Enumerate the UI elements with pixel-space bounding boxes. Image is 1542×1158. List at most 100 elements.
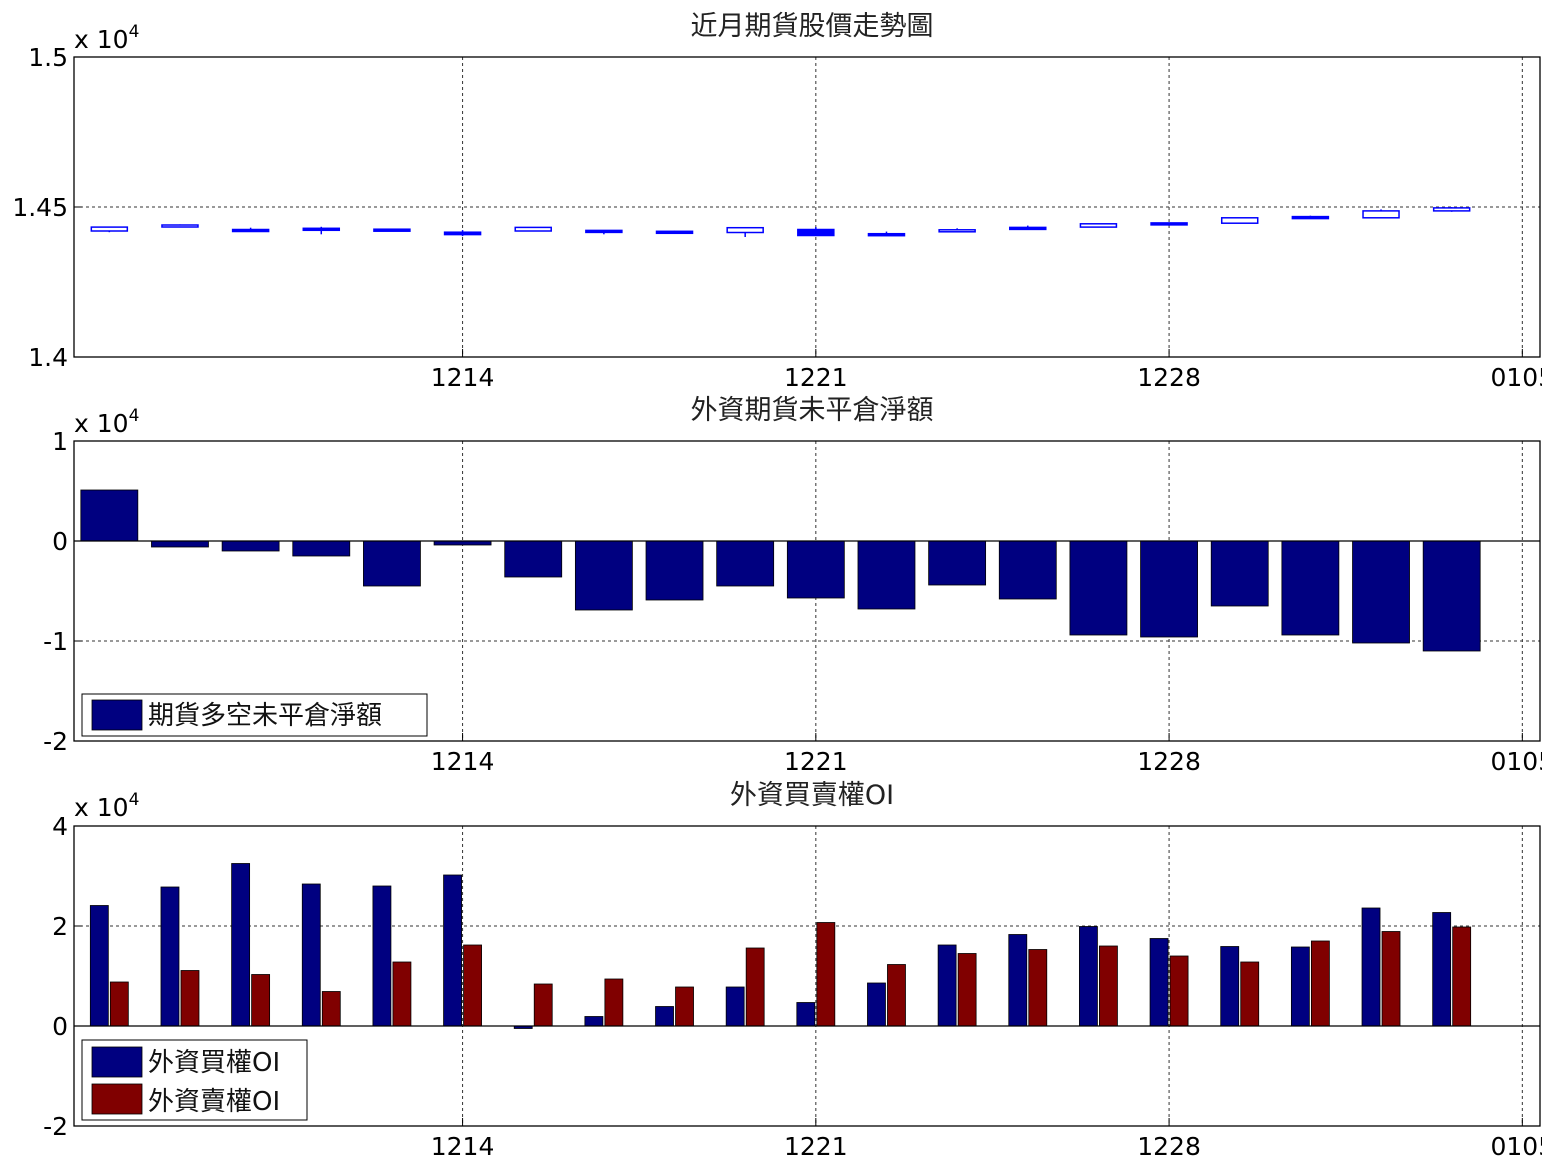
y-tick-label: 1.5 <box>28 43 68 72</box>
candle <box>938 228 976 233</box>
bar <box>716 540 775 587</box>
bar <box>363 540 421 587</box>
bar <box>80 489 139 542</box>
bar <box>675 986 694 1027</box>
legend-label-call-oi: 外資買權OI <box>148 1048 280 1078</box>
bar <box>957 953 977 1027</box>
legend-swatch-net-oi <box>91 699 143 731</box>
candle-body <box>1362 210 1400 219</box>
bar <box>1432 912 1452 1027</box>
bar <box>796 1002 816 1027</box>
candle <box>302 226 341 235</box>
x-tick-label: 1214 <box>431 363 495 392</box>
candle-body <box>1009 226 1047 231</box>
bar <box>504 540 563 578</box>
bar <box>887 964 906 1027</box>
bar <box>372 885 392 1027</box>
candle <box>726 226 764 237</box>
panel-3-title: 外資買賣權OI <box>730 780 894 811</box>
candle <box>1150 222 1188 226</box>
candle <box>1220 217 1259 224</box>
x-tick-label: 0105 <box>1491 1132 1542 1158</box>
x-tick-label: 1214 <box>431 1132 495 1158</box>
candle-body <box>797 228 835 237</box>
bar <box>1099 945 1118 1027</box>
bar <box>786 540 845 599</box>
bar <box>937 944 957 1027</box>
bar <box>392 961 412 1027</box>
panel-3-exponent: x 104 <box>74 790 139 822</box>
bar <box>1281 540 1340 636</box>
panel-3-axes-box <box>73 825 1541 1127</box>
candle <box>1009 225 1047 231</box>
panel-3-bars <box>74 863 1540 1029</box>
y-tick-label: -2 <box>43 1112 68 1141</box>
panel-1-title: 近月期貨股價走勢圖 <box>691 11 934 42</box>
panel-options-oi: 外資買賣權OI x 104 -2 0 2 4 1214 1221 1228 0105 外資買… <box>43 780 1542 1158</box>
bar <box>1220 946 1240 1027</box>
bar <box>221 540 280 552</box>
bar <box>292 540 351 557</box>
candle <box>373 228 411 232</box>
candle <box>161 224 199 228</box>
bar <box>655 1006 674 1027</box>
x-tick-label: 1228 <box>1137 363 1201 392</box>
candle-body <box>867 232 906 237</box>
candle <box>90 226 129 233</box>
y-tick-label: 0 <box>52 1012 68 1041</box>
bar <box>1140 540 1198 638</box>
x-tick-label: 0105 <box>1491 363 1542 392</box>
panel-futures-net-oi: 外資期貨未平倉淨額 x 104 -2-101 1214122112280105 … <box>43 395 1542 776</box>
bar <box>928 540 987 586</box>
candle-body <box>1220 217 1259 224</box>
candle <box>1291 215 1330 220</box>
panel-futures-price: 近月期貨股價走勢圖 x 104 1.4 1.45 1.5 1214 1221 1228 0… <box>12 11 1542 392</box>
panel-2-x-ticks: 1214 1221 1228 0105 <box>431 733 1542 776</box>
candle-body <box>443 231 482 236</box>
candle-body <box>90 226 129 232</box>
candle <box>867 231 906 237</box>
bar <box>1028 949 1048 1027</box>
panel-3-x-ticks: 1214 1221 1228 0105 <box>431 1118 1542 1158</box>
bar <box>443 874 462 1027</box>
panel-1-grid <box>74 57 1540 357</box>
bar <box>89 905 109 1027</box>
candle-body <box>938 229 976 233</box>
bar <box>321 991 341 1027</box>
x-tick-label: 1221 <box>784 747 848 776</box>
bar <box>160 886 180 1027</box>
candle-body <box>1432 207 1471 212</box>
x-tick-label: 1228 <box>1137 747 1201 776</box>
bar <box>251 974 271 1027</box>
candle-body <box>514 226 552 232</box>
bar <box>1310 940 1330 1027</box>
panel-1-candles <box>90 207 1471 237</box>
bar <box>1290 946 1310 1027</box>
candle-body <box>161 224 199 228</box>
candle-body <box>726 226 764 234</box>
candle-body <box>231 228 270 233</box>
legend-swatch-put-oi <box>91 1083 143 1115</box>
bar <box>1381 931 1401 1027</box>
x-tick-label: 1228 <box>1137 1132 1201 1158</box>
y-tick-label: -1 <box>43 627 68 656</box>
panel-3-legend: 外資買權OI 外資賣權OI <box>81 1039 308 1121</box>
panel-2-exponent: x 104 <box>74 406 139 438</box>
bar <box>1149 938 1169 1027</box>
candle-body <box>1079 223 1118 228</box>
bar <box>857 540 916 610</box>
candle-body <box>585 229 623 234</box>
bar <box>998 540 1057 600</box>
panel-3-y-ticks: -2 0 2 4 <box>43 812 82 1141</box>
y-tick-label: 2 <box>52 912 68 941</box>
y-tick-label: 1 <box>52 427 68 456</box>
bar <box>1352 540 1410 644</box>
panel-1-y-ticks: 1.4 1.45 1.5 <box>12 43 82 372</box>
candle-body <box>1291 215 1330 220</box>
candle-body <box>1150 222 1188 226</box>
bar <box>180 970 200 1027</box>
bar <box>745 947 765 1027</box>
candle-body <box>302 227 341 232</box>
x-tick-label: 0105 <box>1491 747 1542 776</box>
y-tick-label: 4 <box>52 812 68 841</box>
